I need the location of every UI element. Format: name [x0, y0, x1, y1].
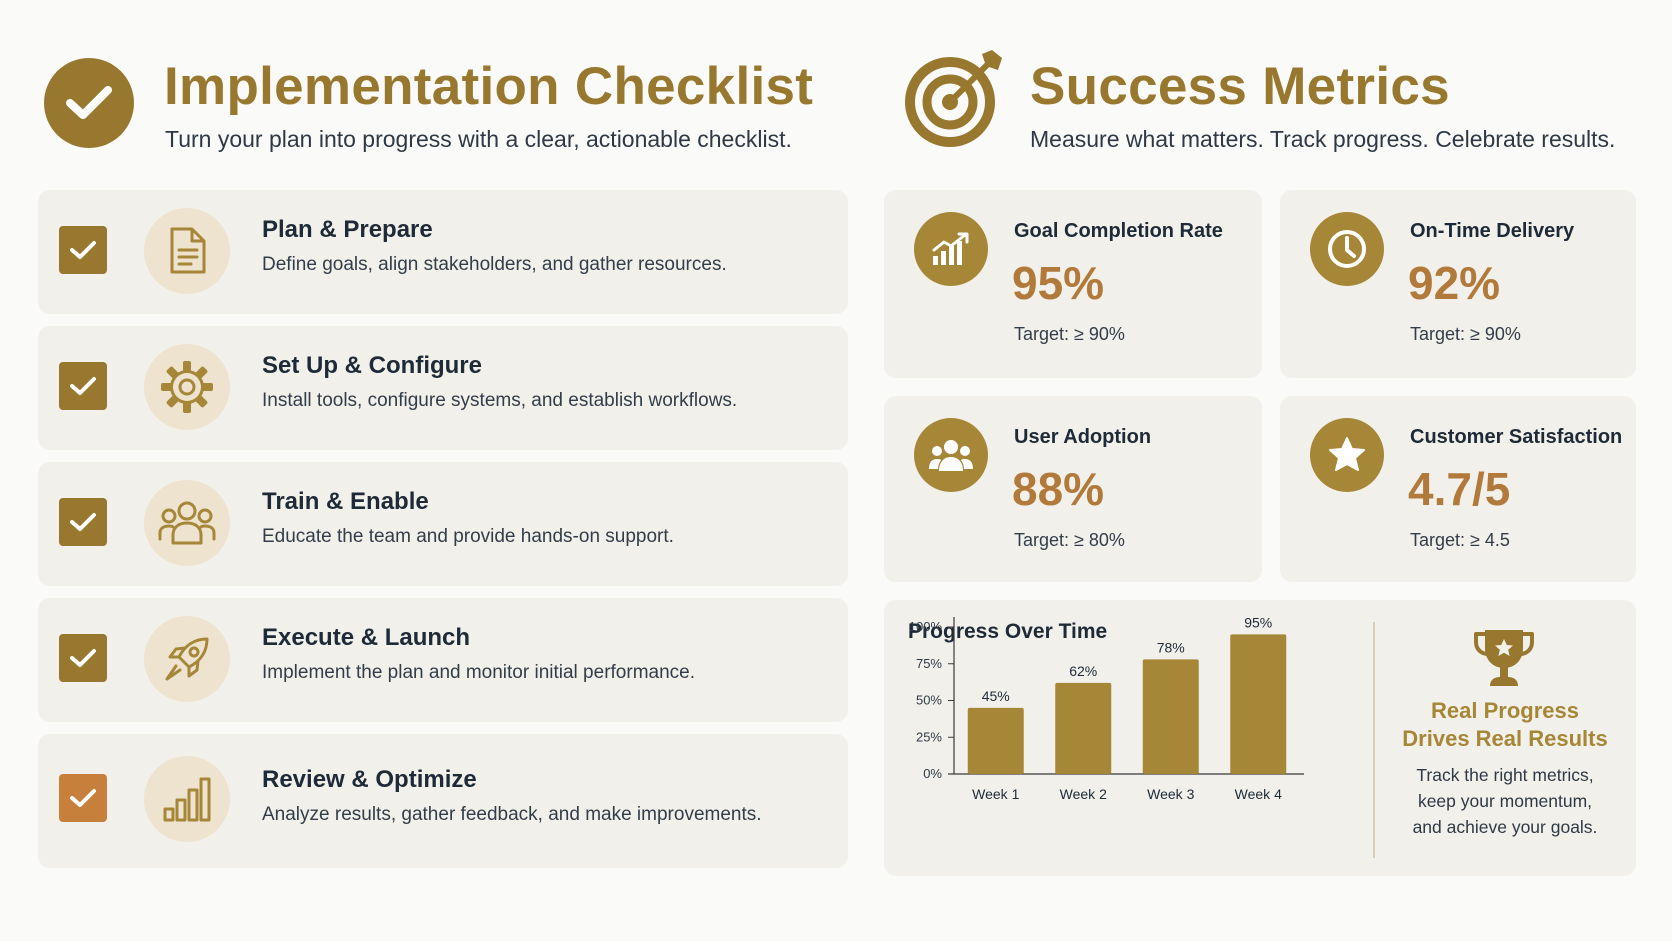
- clock-icon: [1310, 212, 1384, 286]
- x-tick-label: Week 1: [972, 786, 1019, 802]
- task-title: Train & Enable: [262, 488, 429, 515]
- x-tick-label: Week 3: [1147, 786, 1194, 802]
- checkbox[interactable]: [59, 634, 107, 682]
- promo-text-line: keep your momentum,: [1417, 791, 1593, 811]
- bar-value-label: 62%: [1069, 663, 1097, 679]
- bar-chart-icon: [144, 756, 230, 842]
- team-icon: [144, 480, 230, 566]
- checklist-item-review-optimize: Review & Optimize Analyze results, gathe…: [38, 734, 848, 868]
- metric-label: Customer Satisfaction: [1410, 426, 1623, 448]
- users-icon: [914, 418, 988, 492]
- metric-target: Target: ≥ 90%: [1014, 324, 1125, 344]
- task-title: Set Up & Configure: [262, 352, 482, 379]
- bar: [1142, 659, 1199, 774]
- bar: [1230, 634, 1287, 774]
- bar-value-label: 45%: [982, 688, 1010, 704]
- x-tick-label: Week 4: [1235, 786, 1282, 802]
- metric-target: Target: ≥ 90%: [1410, 324, 1521, 344]
- bar: [1055, 682, 1112, 774]
- task-description: Educate the team and provide hands-on su…: [262, 526, 674, 547]
- promo-text: Track the right metrics, keep your momen…: [1374, 762, 1636, 840]
- divider: [1373, 622, 1375, 858]
- metrics-title: Success Metrics: [1030, 57, 1450, 116]
- y-tick-label: 100%: [909, 619, 943, 634]
- metric-target: Target: ≥ 80%: [1014, 530, 1125, 550]
- bar: [967, 707, 1024, 774]
- bar-value-label: 95%: [1244, 614, 1272, 630]
- checkbox[interactable]: [59, 774, 107, 822]
- metric-label: Goal Completion Rate: [1014, 220, 1223, 242]
- metric-target: Target: ≥ 4.5: [1410, 530, 1510, 550]
- task-description: Analyze results, gather feedback, and ma…: [262, 804, 762, 825]
- checklist-item-train-enable: Train & Enable Educate the team and prov…: [38, 462, 848, 586]
- promo-text-line: Track the right metrics,: [1416, 765, 1594, 785]
- task-description: Install tools, configure systems, and es…: [262, 390, 738, 411]
- y-tick-label: 75%: [916, 656, 942, 671]
- metric-label: User Adoption: [1014, 426, 1152, 448]
- task-description: Define goals, align stakeholders, and ga…: [262, 254, 727, 275]
- y-tick-label: 25%: [916, 729, 942, 744]
- document-icon: [144, 208, 230, 294]
- task-title: Review & Optimize: [262, 766, 477, 793]
- promo-text-line: and achieve your goals.: [1412, 817, 1598, 837]
- gear-icon: [144, 344, 230, 430]
- promo-title-line: Drives Real Results: [1402, 726, 1608, 751]
- x-tick-label: Week 2: [1060, 786, 1107, 802]
- checklist-item-set-up-configure: Set Up & Configure Install tools, config…: [38, 326, 848, 450]
- checklist-subtitle: Turn your plan into progress with a clea…: [165, 126, 792, 152]
- star-icon: [1310, 418, 1384, 492]
- checkbox[interactable]: [59, 362, 107, 410]
- promo-title: Real Progress Drives Real Results: [1374, 697, 1636, 753]
- task-title: Plan & Prepare: [262, 216, 433, 243]
- y-tick-label: 0%: [923, 766, 942, 781]
- progress-bar-chart: 0% 25% 50% 75% 100% 45% Week 1 62% Week 2 78% Week…: [909, 614, 1304, 802]
- metric-card-user-adoption: User Adoption 88% Target: ≥ 80%: [884, 396, 1262, 582]
- checkbox[interactable]: [59, 498, 107, 546]
- checklist-item-execute-launch: Execute & Launch Implement the plan and …: [38, 598, 848, 722]
- metric-value: 95%: [1012, 257, 1105, 309]
- metric-value: 88%: [1012, 463, 1105, 515]
- metric-card-on-time-delivery: On-Time Delivery 92% Target: ≥ 90%: [1280, 190, 1636, 378]
- task-description: Implement the plan and monitor initial p…: [262, 662, 696, 683]
- metric-card-customer-satisfaction: Customer Satisfaction 4.7/5 Target: ≥ 4.…: [1280, 396, 1636, 582]
- checklist-title: Implementation Checklist: [164, 57, 814, 116]
- promo-title-line: Real Progress: [1431, 698, 1579, 723]
- metric-value: 4.7/5: [1408, 463, 1511, 515]
- check-circle-icon: [44, 58, 134, 148]
- chart-title: Progress Over Time: [908, 620, 1108, 643]
- progress-panel: Progress Over Time 0% 25% 50% 75% 100% 45% Wee…: [884, 600, 1636, 876]
- trophy-icon: [1474, 630, 1534, 686]
- y-tick-label: 50%: [916, 693, 942, 708]
- task-title: Execute & Launch: [262, 624, 471, 651]
- checkbox[interactable]: [59, 226, 107, 274]
- target-icon: [905, 50, 1002, 147]
- checklist-item-plan-prepare: Plan & Prepare Define goals, align stake…: [38, 190, 848, 314]
- metrics-subtitle: Measure what matters. Track progress. Ce…: [1030, 126, 1616, 152]
- metric-card-goal-completion: Goal Completion Rate 95% Target: ≥ 90%: [884, 190, 1262, 378]
- metric-value: 92%: [1408, 257, 1501, 309]
- bar-value-label: 78%: [1157, 639, 1185, 655]
- metric-label: On-Time Delivery: [1410, 220, 1575, 242]
- rocket-icon: [144, 616, 230, 702]
- growth-chart-icon: [914, 212, 988, 286]
